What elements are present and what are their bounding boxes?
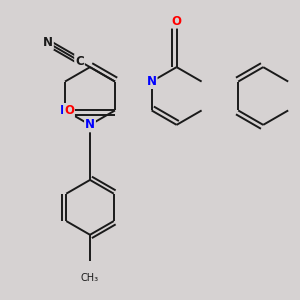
Text: C: C: [75, 55, 84, 68]
Text: O: O: [64, 104, 74, 117]
Text: N: N: [147, 75, 157, 88]
Text: N: N: [60, 104, 70, 117]
Text: O: O: [172, 15, 182, 28]
Text: CH₃: CH₃: [81, 273, 99, 283]
Text: N: N: [43, 36, 53, 49]
Text: N: N: [85, 118, 95, 131]
